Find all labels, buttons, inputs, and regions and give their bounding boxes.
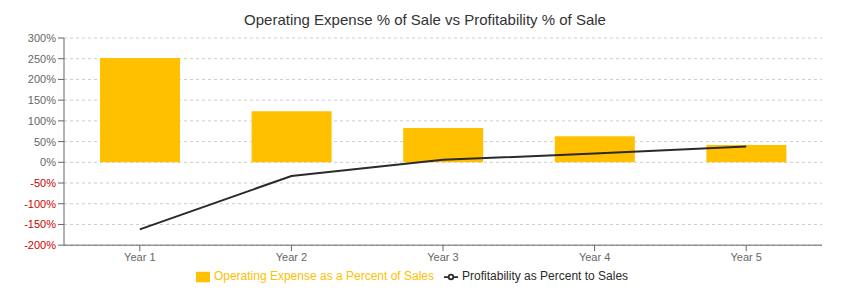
svg-text:250%: 250% <box>28 53 56 65</box>
svg-text:100%: 100% <box>28 115 56 127</box>
svg-text:Year 3: Year 3 <box>427 251 458 263</box>
svg-text:Year 1: Year 1 <box>124 251 155 263</box>
svg-text:-200%: -200% <box>24 239 56 251</box>
svg-text:50%: 50% <box>34 136 56 148</box>
svg-text:300%: 300% <box>28 32 56 44</box>
html-text:Profitability as Percent to Sa: Profitability as Percent to Sales <box>462 269 629 284</box>
svg-text:-50%: -50% <box>30 177 56 189</box>
svg-text:0%: 0% <box>40 156 56 168</box>
svg-text:200%: 200% <box>28 73 56 85</box>
svg-text:Year 2: Year 2 <box>276 251 307 263</box>
svg-text:-100%: -100% <box>24 198 56 210</box>
html-text:Operating Expense % of Sale vs: Operating Expense % of Sale vs Profitabi… <box>244 11 606 28</box>
svg-text:Year 4: Year 4 <box>579 251 610 263</box>
svg-text:Year 5: Year 5 <box>730 251 761 263</box>
html-text:Operating Expense as a Percent: Operating Expense as a Percent of Sales <box>213 269 434 284</box>
svg-text:-150%: -150% <box>24 218 56 230</box>
svg-text:150%: 150% <box>28 94 56 106</box>
